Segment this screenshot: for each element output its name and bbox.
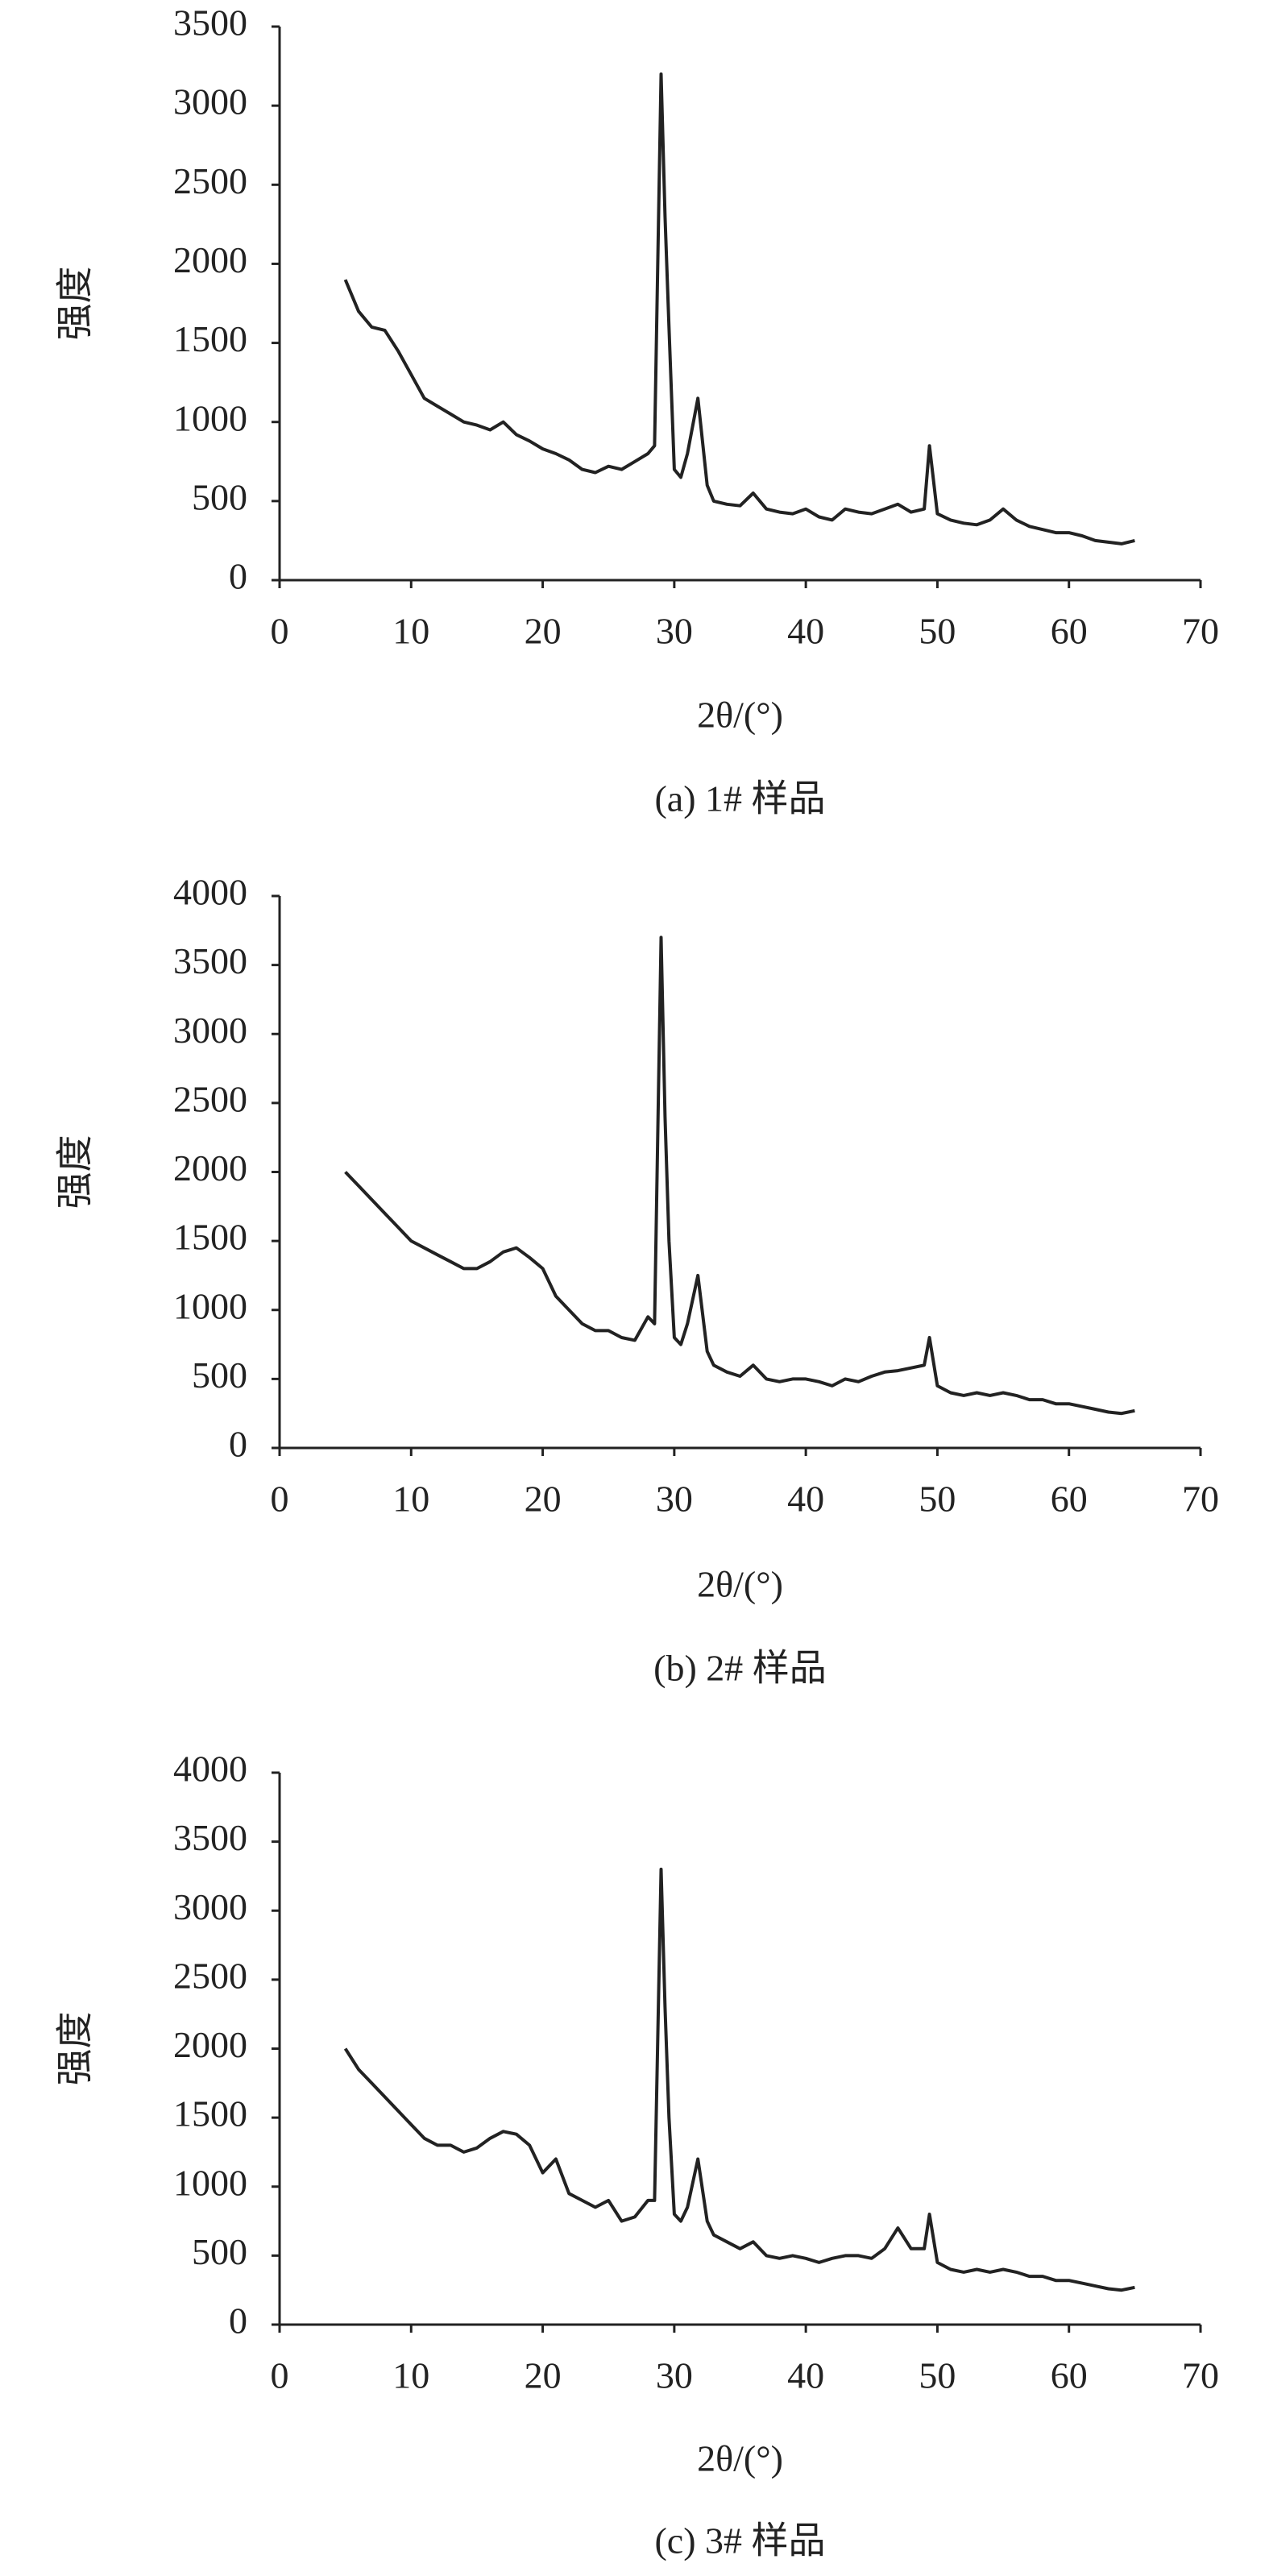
x-tick-label: 50 xyxy=(919,611,956,652)
x-tick-label: 30 xyxy=(656,611,693,652)
y-tick-label: 500 xyxy=(192,476,247,517)
x-tick-label: 0 xyxy=(271,2355,289,2396)
x-tick-label: 10 xyxy=(392,2355,429,2396)
x-tick-label: 70 xyxy=(1182,611,1219,652)
x-tick-label: 30 xyxy=(656,1479,693,1520)
x-tick-label: 20 xyxy=(525,2355,562,2396)
y-tick-label: 4000 xyxy=(173,1748,247,1790)
data-line xyxy=(344,935,1135,1416)
caption: (a) 1# 样品 xyxy=(654,778,825,819)
y-tick-label: 1500 xyxy=(173,318,247,359)
x-tick-label: 0 xyxy=(271,1479,289,1520)
x-tick-label: 50 xyxy=(919,1479,956,1520)
y-axis-label: 强度 xyxy=(55,1135,96,1209)
x-tick-label: 60 xyxy=(1051,611,1088,652)
y-tick-label: 500 xyxy=(192,2231,247,2272)
x-tick-label: 20 xyxy=(525,1479,562,1520)
x-axis-label: 2θ/(°) xyxy=(697,1564,783,1605)
x-tick-label: 30 xyxy=(656,2355,693,2396)
y-tick-label: 3500 xyxy=(173,940,247,981)
y-tick-label: 2000 xyxy=(173,2024,247,2065)
y-tick-label: 0 xyxy=(229,1424,247,1465)
x-tick-label: 70 xyxy=(1182,1479,1219,1520)
y-tick-label: 2000 xyxy=(173,1147,247,1188)
y-tick-label: 3000 xyxy=(173,1886,247,1927)
data-line xyxy=(343,1867,1135,2292)
y-tick-label: 3000 xyxy=(173,81,247,122)
y-tick-label: 1500 xyxy=(173,2093,247,2134)
x-axis-label: 2θ/(°) xyxy=(697,2438,783,2479)
y-tick-label: 1000 xyxy=(173,397,247,438)
x-tick-label: 50 xyxy=(919,2355,956,2396)
x-tick-label: 10 xyxy=(392,1479,429,1520)
y-tick-label: 1000 xyxy=(173,2162,247,2203)
x-tick-label: 40 xyxy=(787,2355,824,2396)
y-tick-label: 2500 xyxy=(173,1078,247,1119)
caption: (b) 2# 样品 xyxy=(653,1648,827,1689)
x-tick-label: 60 xyxy=(1051,2355,1088,2396)
y-tick-label: 4000 xyxy=(173,872,247,913)
y-tick-label: 0 xyxy=(229,2300,247,2342)
y-tick-label: 0 xyxy=(229,556,247,597)
x-tick-label: 40 xyxy=(787,1479,824,1520)
x-tick-label: 70 xyxy=(1182,2355,1219,2396)
y-tick-label: 2500 xyxy=(173,1955,247,1996)
y-tick-label: 2000 xyxy=(173,239,247,280)
caption: (c) 3# 样品 xyxy=(654,2520,825,2561)
y-tick-label: 3000 xyxy=(173,1010,247,1051)
y-axis-label: 强度 xyxy=(55,267,96,341)
x-tick-label: 10 xyxy=(392,611,429,652)
x-tick-label: 40 xyxy=(787,611,824,652)
data-line xyxy=(343,72,1135,545)
y-tick-label: 2500 xyxy=(173,160,247,201)
y-tick-label: 3500 xyxy=(173,2,247,44)
y-tick-label: 3500 xyxy=(173,1817,247,1858)
y-tick-label: 1000 xyxy=(173,1285,247,1326)
x-axis-label: 2θ/(°) xyxy=(697,695,783,736)
y-tick-label: 1500 xyxy=(173,1217,247,1258)
x-tick-label: 20 xyxy=(525,611,562,652)
x-tick-label: 60 xyxy=(1051,1479,1088,1520)
y-axis-label: 强度 xyxy=(55,2012,96,2086)
x-tick-label: 0 xyxy=(271,611,289,652)
y-tick-label: 500 xyxy=(192,1354,247,1396)
